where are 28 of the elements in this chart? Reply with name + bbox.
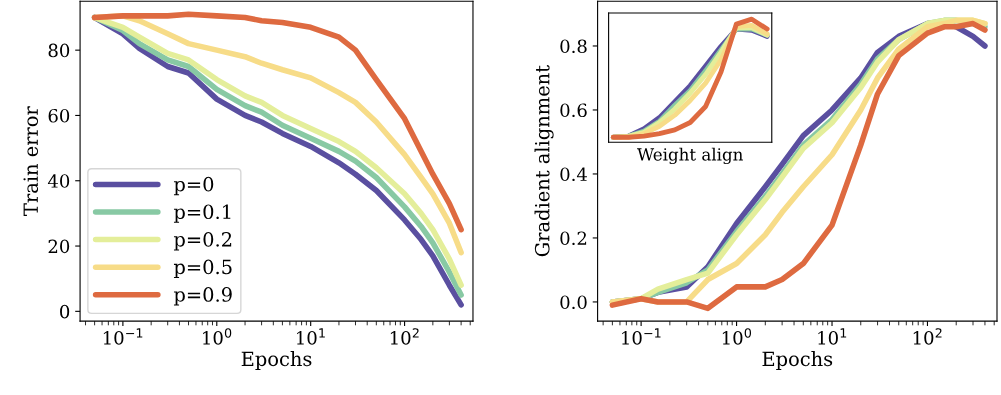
x-axis-title: Weight align (637, 147, 743, 165)
x-tick-label: 10$^{−1}$ (622, 328, 661, 345)
x-tick-label: 10$^{1}$ (297, 328, 325, 345)
y-tick-label: 60 (48, 108, 70, 123)
y-tick-label: 40 (47, 174, 70, 188)
x-tick-label: 10$^{−1}$ (103, 328, 143, 345)
y-tick-label: 0.6 (560, 103, 587, 118)
y-tick-label: 0.2 (560, 231, 587, 246)
x-axis-title: Epochs (241, 351, 312, 370)
x-axis-title: Epochs (762, 351, 833, 370)
x-tick-label: 10$^{2}$ (390, 328, 419, 345)
y-tick-label: 20 (48, 239, 70, 254)
legend-label: p=0.1 (173, 204, 231, 223)
legend-label: p=0.2 (173, 231, 232, 251)
y-tick-label: 80 (48, 43, 70, 58)
legend-label: p=0 (173, 176, 214, 196)
x-tick-label: 10$^{0}$ (203, 328, 232, 345)
y-tick-label: 0.0 (560, 295, 587, 310)
y-axis-title: Gradient alignment (534, 65, 554, 257)
y-tick-label: 0.4 (560, 167, 587, 182)
y-tick-label: 0.8 (560, 39, 587, 54)
x-tick-label: 10$^{1}$ (818, 328, 847, 345)
legend-label: p=0.9 (173, 287, 232, 306)
legend-label: p=0.5 (173, 259, 232, 279)
x-tick-label: 10$^{0}$ (722, 328, 752, 345)
x-tick-label: 10$^{2}$ (913, 328, 942, 345)
y-axis-title: Train error (23, 106, 39, 216)
y-tick-label: 0 (60, 304, 70, 319)
